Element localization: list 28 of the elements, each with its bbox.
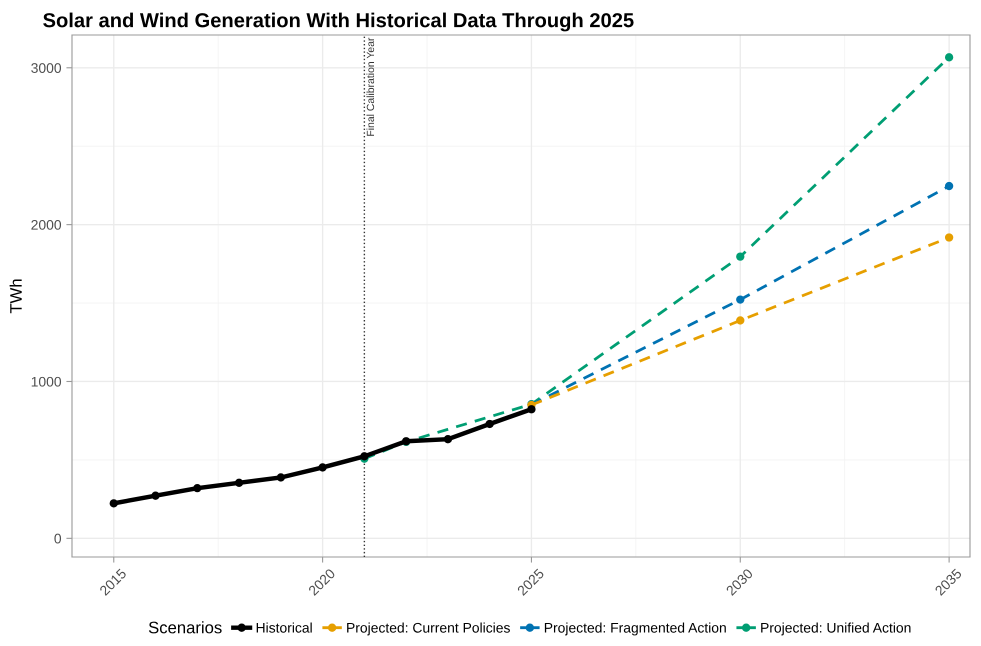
point <box>234 478 244 487</box>
legend-label: Historical <box>256 622 312 633</box>
point <box>944 53 954 62</box>
point <box>444 435 452 444</box>
point <box>318 463 327 472</box>
y-tick-label: 0 <box>54 534 62 544</box>
point <box>360 452 369 460</box>
legend-label: Projected: Unified Action <box>761 622 910 636</box>
point <box>944 182 954 190</box>
legend-title: Scenarios <box>148 621 222 634</box>
point <box>486 420 494 428</box>
point <box>736 295 744 304</box>
y-tick-label: 1000 <box>32 376 62 387</box>
legend-label: Projected: Current Policies <box>347 622 510 636</box>
point <box>276 473 286 482</box>
point <box>736 316 744 325</box>
point <box>110 499 118 508</box>
point <box>527 405 536 414</box>
y-tick-label: 2000 <box>31 220 62 230</box>
point <box>193 484 202 492</box>
chart-title: Solar and Wind Generation With Historical Data Through 2025 <box>43 12 634 32</box>
y-axis-title: TWh <box>10 279 22 314</box>
point <box>944 233 954 242</box>
y-tick-label: 3000 <box>31 63 62 73</box>
ref-line-label: Final Calibration Year <box>366 38 374 136</box>
point <box>151 492 160 500</box>
point <box>736 252 744 261</box>
legend-label: Projected: Fragmented Action <box>544 622 726 636</box>
